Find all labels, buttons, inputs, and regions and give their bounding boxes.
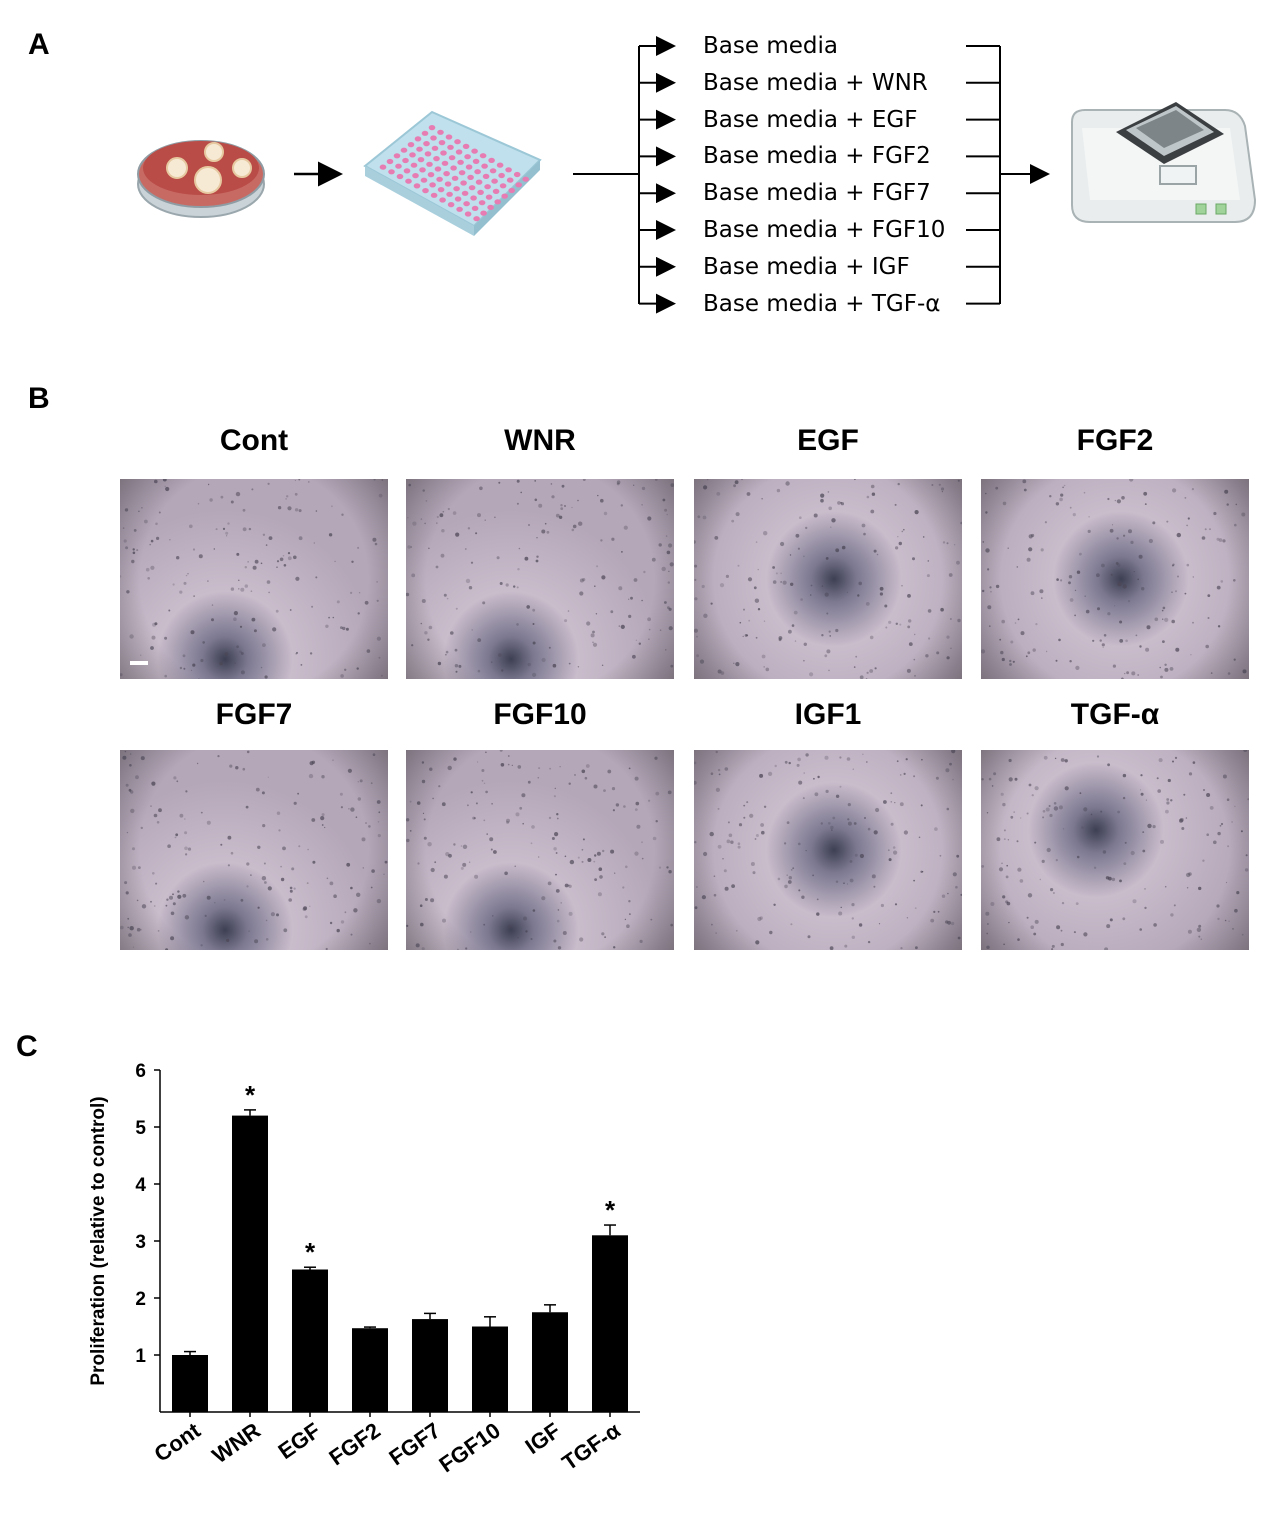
proliferation-bar-chart: 1 2 3 4 5 6 Proliferation (relative to control… [88,1061,640,1478]
panel-b-letter: B [28,382,50,415]
significance-marker: * [605,1195,616,1225]
x-tick-label: FGF2 [324,1418,384,1471]
condition-label: Base media + FGF10 [703,217,946,243]
condition-label: Base media + FGF7 [703,180,931,207]
bar-igf [532,1312,568,1412]
condition-label: Base media + IGF [703,253,910,280]
micrograph-image [981,479,1249,679]
x-tick-label: Cont [149,1417,205,1467]
condition-label: Base media + TGF-α [703,290,941,317]
significance-marker: * [245,1080,256,1110]
bar-wnr [232,1115,268,1412]
x-tick-label: FGF7 [384,1418,444,1471]
x-tick-label: WNR [207,1418,264,1469]
bar-egf [292,1269,328,1412]
bar-cont [172,1355,208,1412]
micrograph-label: FGF7 [215,698,293,731]
y-axis-label: Proliferation (relative to control) [88,1096,109,1385]
significance-marker: * [305,1237,316,1267]
micrograph-image [120,479,388,679]
bar-fgf10 [472,1326,508,1412]
micrograph-image [406,479,674,679]
micrograph-label: IGF1 [794,698,862,731]
bar-fgf2 [352,1328,388,1412]
micrograph-image [120,750,388,950]
well-plate-icon [363,110,542,236]
y-tick-label: 3 [135,1232,146,1253]
x-tick-label: EGF [273,1418,324,1464]
condition-label: Base media + FGF2 [703,143,931,170]
micrograph-image [406,750,674,950]
x-tick-label: FGF10 [434,1418,504,1478]
micrograph-image [981,750,1249,950]
micrograph-label: FGF10 [493,698,587,731]
micrograph-label: FGF2 [1076,424,1154,457]
x-tick-label: IGF [520,1418,564,1460]
micrograph-label: TGF-α [1070,698,1160,731]
bar-fgf7 [412,1319,448,1412]
condition-label: Base media + EGF [703,106,918,133]
condition-label: Base media [703,33,838,59]
bar-tgf [592,1235,628,1412]
micrograph-label: EGF [797,424,859,457]
micrograph-image [694,479,962,679]
workflow-schematic [137,36,1257,314]
y-tick-label: 4 [135,1175,146,1196]
x-tick-label: TGF-α [557,1417,625,1475]
micrograph-label: WNR [504,424,576,457]
y-tick-label: 1 [135,1346,146,1367]
panel-c-letter: C [16,1030,38,1063]
panel-a-letter: A [28,28,50,61]
y-tick-label: 2 [135,1289,146,1310]
y-tick-label: 6 [135,1061,146,1082]
y-tick-label: 5 [135,1118,146,1139]
scale-bar [130,661,148,665]
plate-reader-icon [1071,102,1257,223]
micrograph-image [694,750,962,950]
micrograph-label: Cont [219,424,289,457]
condition-label: Base media + WNR [703,69,928,96]
petri-dish-icon [137,140,265,218]
